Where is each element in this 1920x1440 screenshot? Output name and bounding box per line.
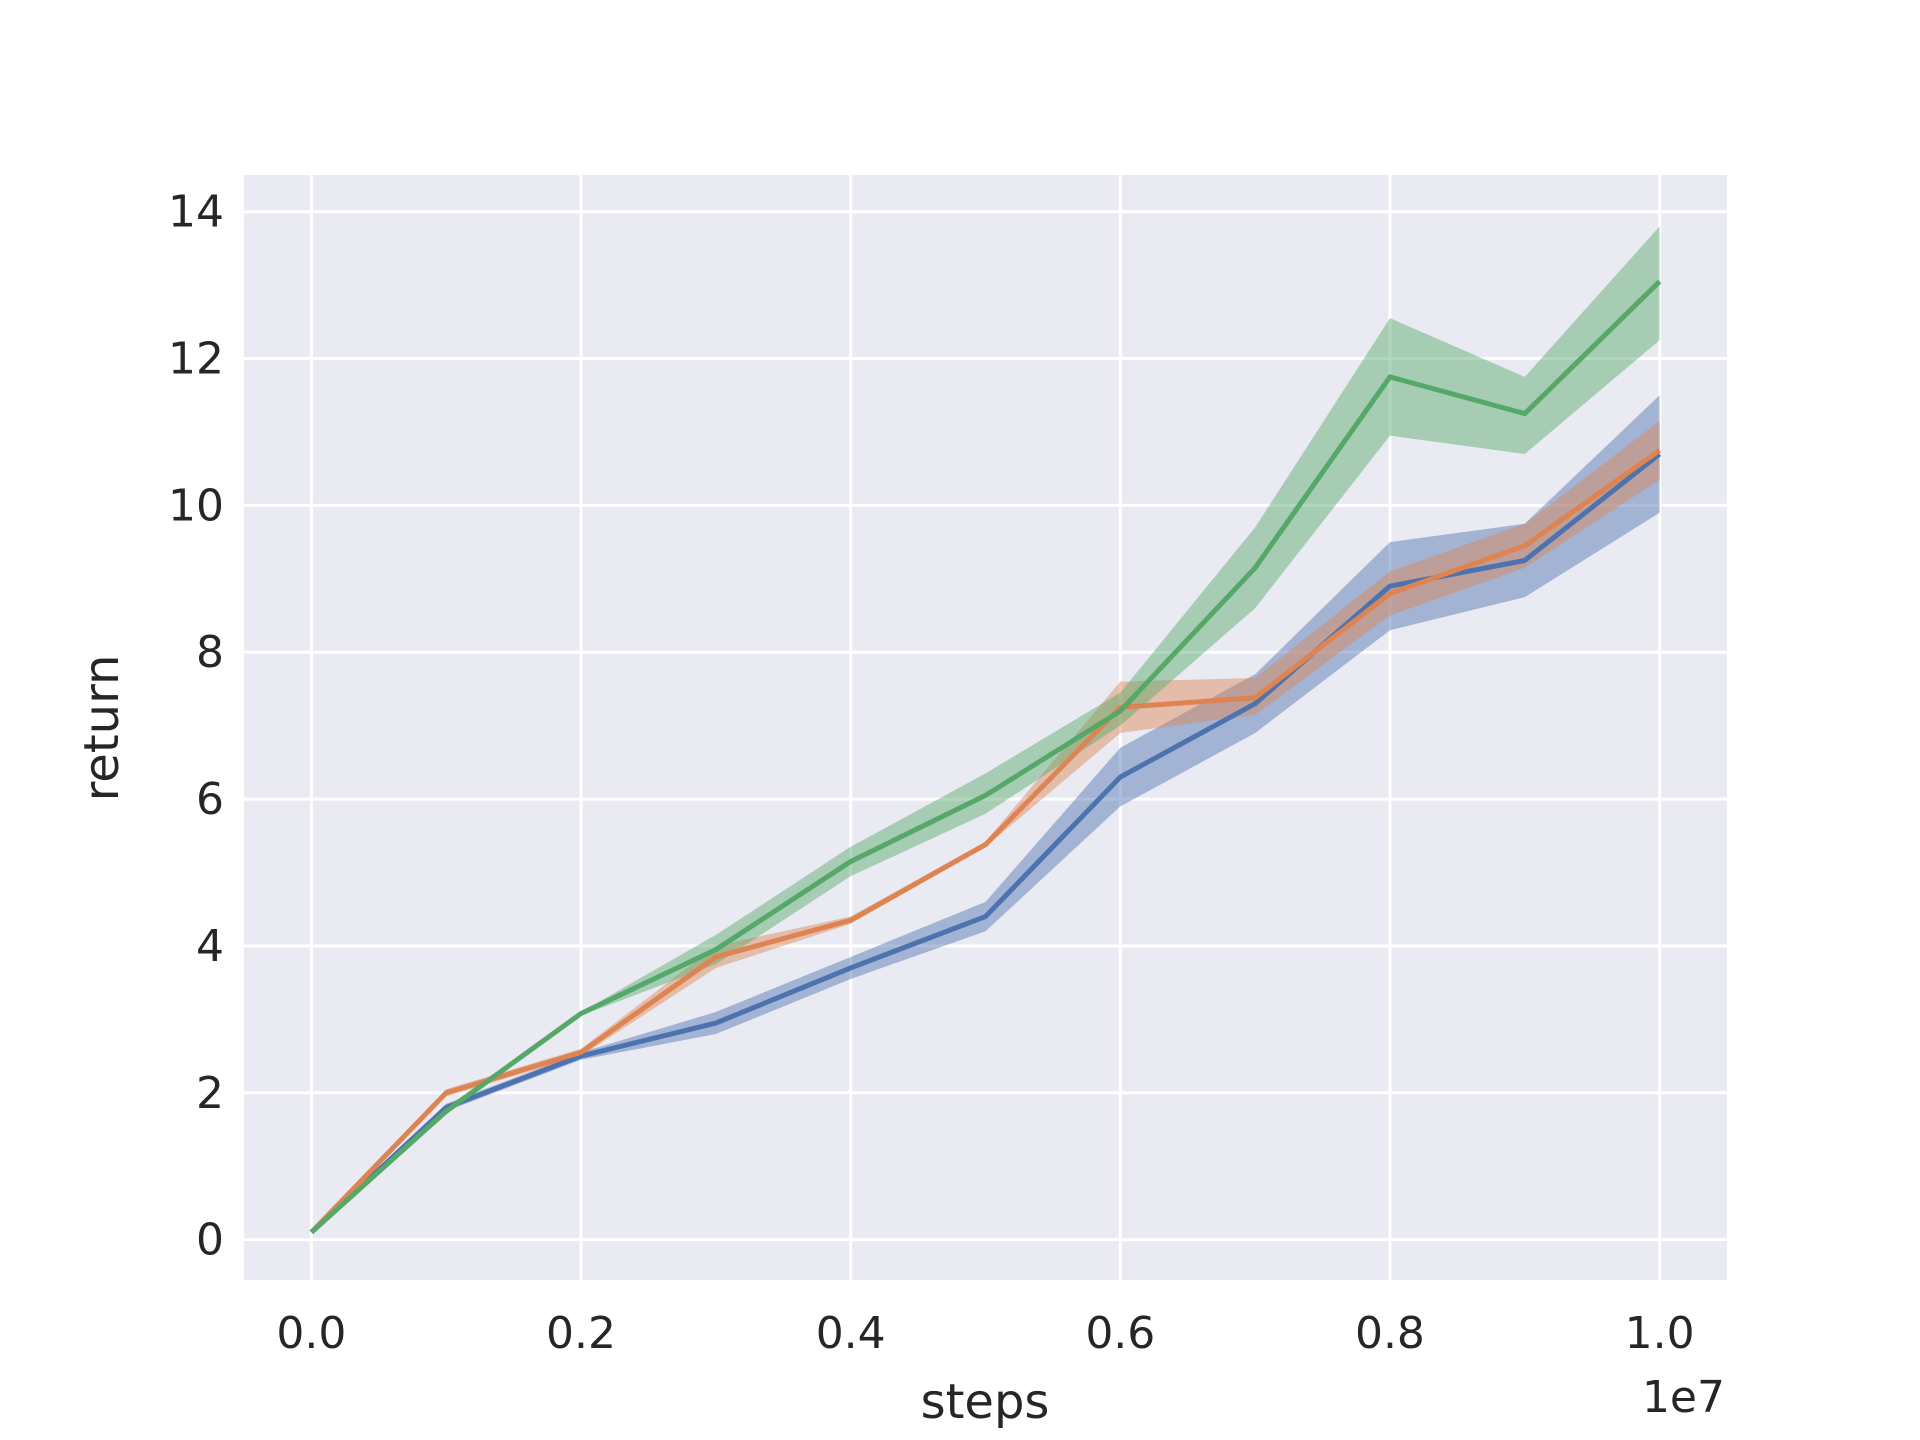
x-tick-label: 0.0 xyxy=(276,1308,346,1359)
y-tick-label: 0 xyxy=(196,1215,224,1266)
y-tick-label: 14 xyxy=(168,187,224,238)
x-tick-label: 0.2 xyxy=(546,1308,616,1359)
x-tick-label: 0.6 xyxy=(1085,1308,1155,1359)
x-tick-label: 1.0 xyxy=(1625,1308,1695,1359)
y-tick-label: 10 xyxy=(168,480,224,531)
x-axis-label: steps xyxy=(921,1374,1050,1430)
series-line xyxy=(309,279,1662,1235)
y-tick-label: 6 xyxy=(196,774,224,825)
y-tick-label: 8 xyxy=(196,627,224,678)
x-tick-label: 0.8 xyxy=(1355,1308,1425,1359)
x-offset-label: 1e7 xyxy=(1642,1372,1725,1423)
y-tick-label: 12 xyxy=(168,334,224,385)
series-line xyxy=(309,448,1662,1235)
y-axis-label: return xyxy=(74,655,130,802)
x-tick-label: 0.4 xyxy=(816,1308,886,1359)
y-tick-label: 4 xyxy=(196,921,224,972)
y-tick-label: 2 xyxy=(196,1068,224,1119)
plot-area xyxy=(244,175,1727,1280)
plot-background xyxy=(244,175,1727,1280)
